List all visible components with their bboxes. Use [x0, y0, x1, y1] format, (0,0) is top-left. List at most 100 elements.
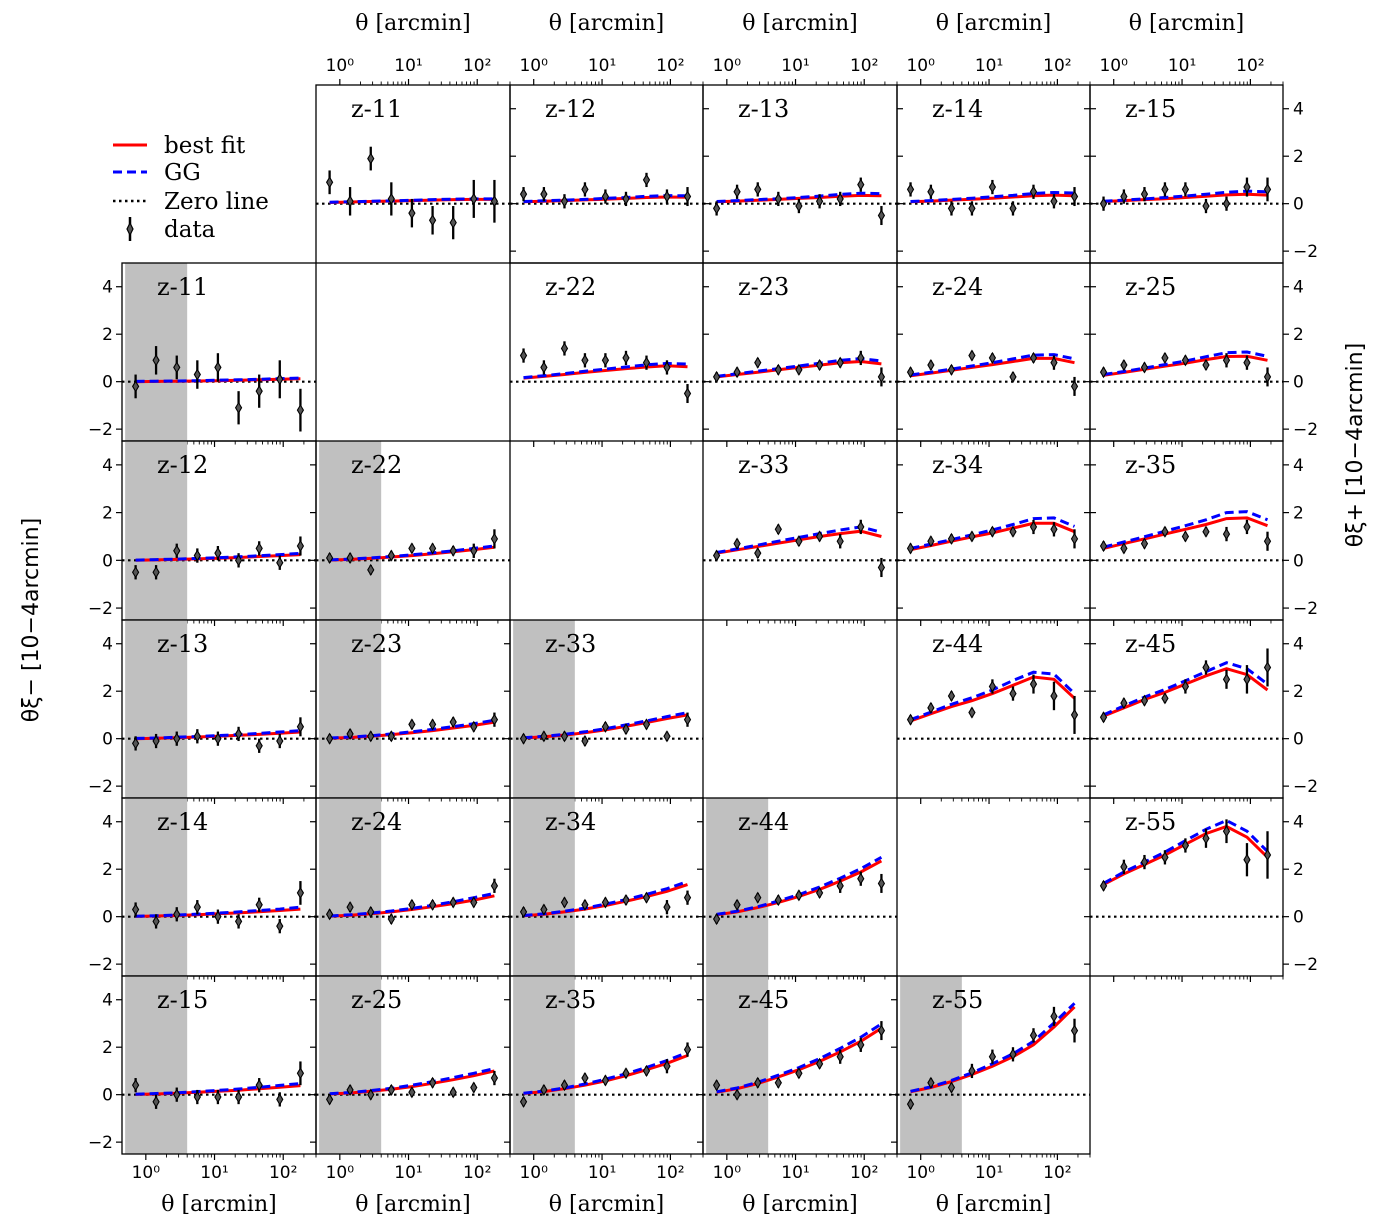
- data-point: [581, 898, 589, 911]
- data-point: [795, 199, 803, 213]
- panel-title: z-11: [351, 95, 402, 123]
- data-point: [1181, 680, 1190, 693]
- y-tick-label: 0: [1293, 373, 1304, 393]
- data-point: [815, 1057, 824, 1070]
- data-point: [1161, 851, 1169, 864]
- data-point: [193, 901, 201, 914]
- x-tick-label: 10⁰: [713, 1163, 742, 1183]
- panel-grid: z-11 10⁰ 10¹ 10² z-11 4 2 0 −2 z-12 10⁰ 10¹ 10² z-12 4…: [88, 11, 1318, 1217]
- data-point: [1120, 190, 1128, 203]
- y-tick-label: −2: [88, 955, 113, 975]
- data-point: [754, 1076, 762, 1089]
- masked-scale-region: [125, 441, 188, 620]
- panel-plot-area: [897, 179, 1090, 216]
- data-point: [795, 363, 803, 376]
- data-point: [1120, 696, 1128, 710]
- data-point: [1070, 190, 1079, 203]
- panel-xi-minus-z-14: z-14 4 2 0 −2: [88, 797, 317, 982]
- data-point: [1181, 530, 1190, 543]
- data-point: [1202, 358, 1210, 372]
- x-tick-label: 10⁰: [326, 56, 355, 76]
- data-point: [1099, 197, 1108, 210]
- data-point: [408, 718, 416, 731]
- data-point: [214, 1090, 222, 1104]
- panel-title: z-35: [545, 986, 596, 1014]
- panel-xi-plus-z-25: z-25 4 2 0 −2: [1084, 262, 1318, 447]
- y-tick-label: 2: [1293, 147, 1304, 167]
- data-point: [346, 901, 354, 914]
- panel-title: z-12: [545, 95, 596, 123]
- data-point: [1222, 354, 1231, 367]
- data-point: [519, 188, 528, 201]
- gg-line: [910, 516, 1076, 550]
- data-point: [1029, 351, 1038, 365]
- data-point: [387, 549, 395, 562]
- masked-scale-region: [319, 620, 382, 798]
- panel-xi-plus-z-55: z-55 4 2 0 −2: [1084, 797, 1318, 982]
- masked-scale-region: [125, 620, 188, 798]
- data-point: [663, 730, 671, 743]
- panel-frame: [896, 84, 1091, 264]
- panel-frame: [896, 619, 1091, 799]
- data-point: [1029, 678, 1038, 691]
- panel-frame: [702, 440, 898, 621]
- y-tick-label: 2: [1293, 682, 1304, 702]
- y-tick-label: 0: [102, 551, 113, 571]
- data-point: [642, 1064, 651, 1078]
- data-point: [490, 879, 499, 892]
- data-point: [906, 183, 915, 196]
- data-point: [1181, 183, 1190, 196]
- x-tick-label: 10¹: [200, 1163, 228, 1183]
- data-point: [947, 202, 956, 215]
- data-point: [642, 173, 651, 187]
- data-point: [968, 349, 976, 362]
- x-tick-label: 10²: [850, 56, 878, 76]
- data-point: [581, 183, 589, 196]
- panel-xi-plus-z-11: z-11 10⁰ 10¹ 10²: [315, 56, 516, 264]
- panel-title: z-25: [1125, 273, 1176, 301]
- panel-plot-area: [1090, 350, 1283, 387]
- data-point: [408, 542, 416, 555]
- x-tick-label: 10⁰: [132, 1163, 161, 1183]
- x-axis-label-bottom: θ [arcmin]: [161, 1192, 276, 1217]
- x-tick-label: 10⁰: [906, 56, 935, 76]
- data-point: [1009, 202, 1017, 215]
- data-point: [1222, 197, 1231, 210]
- panel-xi-plus-z-23: z-23: [702, 262, 903, 447]
- data-point: [255, 542, 263, 555]
- legend-best-fit-label: best fit: [164, 133, 246, 159]
- x-tick-label: 10²: [850, 1163, 878, 1183]
- panel-xi-plus-z-35: z-35 4 2 0 −2: [1084, 440, 1318, 626]
- data-point: [683, 713, 692, 726]
- data-point: [214, 910, 222, 923]
- y-tick-label: −2: [1293, 420, 1318, 440]
- data-point: [642, 891, 651, 904]
- x-axis-label-bottom: θ [arcmin]: [742, 1192, 857, 1217]
- data-point: [325, 1093, 334, 1106]
- y-tick-label: −2: [88, 420, 113, 440]
- y-tick-label: −2: [88, 599, 113, 619]
- x-tick-label: 10⁰: [326, 1163, 355, 1183]
- data-point: [906, 713, 915, 726]
- masked-scale-region: [319, 441, 382, 620]
- data-point: [234, 915, 243, 928]
- y-tick-label: 2: [1293, 504, 1304, 524]
- best-fit-line: [910, 193, 1075, 204]
- y-tick-label: 2: [102, 682, 113, 702]
- data-point: [428, 718, 437, 731]
- data-point: [193, 730, 201, 743]
- data-point: [642, 718, 651, 731]
- panel-plot-area: [897, 516, 1090, 562]
- panel-title: z-24: [932, 273, 983, 301]
- legend-data-label: data: [164, 217, 216, 243]
- data-point: [296, 1067, 305, 1080]
- y-tick-label: 2: [102, 504, 113, 524]
- y-axis-label-right: θξ+ [10−4arcmin]: [1343, 343, 1368, 547]
- x-tick-label: 10⁰: [906, 1163, 935, 1183]
- panel-xi-plus-z-12: z-12 10⁰ 10¹ 10²: [509, 56, 709, 264]
- data-point: [173, 544, 181, 557]
- panel-plot-area: [703, 976, 897, 1154]
- panel-xi-minus-z-25: z-25 10⁰ 10¹ 10²: [310, 975, 511, 1183]
- data-point: [346, 727, 354, 740]
- panel-plot-area: [897, 976, 1090, 1154]
